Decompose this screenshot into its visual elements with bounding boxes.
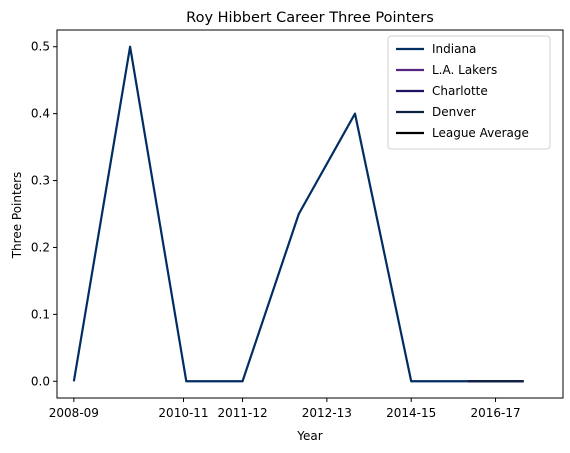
- x-tick-label-5: 2016-17: [470, 406, 520, 420]
- series-line-0: [72, 45, 468, 383]
- legend-entry-4: League Average: [432, 126, 529, 140]
- x-tick-label-4: 2014-15: [386, 406, 436, 420]
- y-tick-label-4: 0.4: [31, 107, 50, 121]
- y-tick-label-0: 0.0: [31, 374, 50, 388]
- y-axis-label: Three Pointers: [10, 172, 24, 260]
- x-axis-label: Year: [296, 429, 322, 443]
- legend-entry-0: Indiana: [432, 42, 476, 56]
- y-tick-label-5: 0.5: [31, 40, 50, 54]
- axes: 0.0 0.1 0.2 0.3 0.4 0.5 2008-09 2010-11 2011-12 2…: [31, 29, 564, 420]
- x-tick-label-3: 2012-13: [302, 406, 352, 420]
- x-tick-label-1: 2010-11: [158, 406, 208, 420]
- x-tick-label-2: 2011-12: [217, 406, 267, 420]
- y-tick-label-1: 0.1: [31, 307, 50, 321]
- legend-entry-1: L.A. Lakers: [432, 63, 497, 77]
- legend-entry-2: Charlotte: [432, 84, 488, 98]
- y-tick-label-3: 0.3: [31, 174, 50, 188]
- plot-lines: [72, 45, 524, 383]
- y-tick-label-2: 0.2: [31, 240, 50, 254]
- x-tick-label-0: 2008-09: [49, 406, 99, 420]
- plot-frame: [56, 29, 564, 399]
- legend-box: [387, 35, 551, 150]
- legend: Indiana L.A. Lakers Charlotte Denver League …: [387, 35, 551, 150]
- legend-entry-3: Denver: [432, 105, 476, 119]
- chart-title: Roy Hibbert Career Three Pointers: [186, 10, 434, 26]
